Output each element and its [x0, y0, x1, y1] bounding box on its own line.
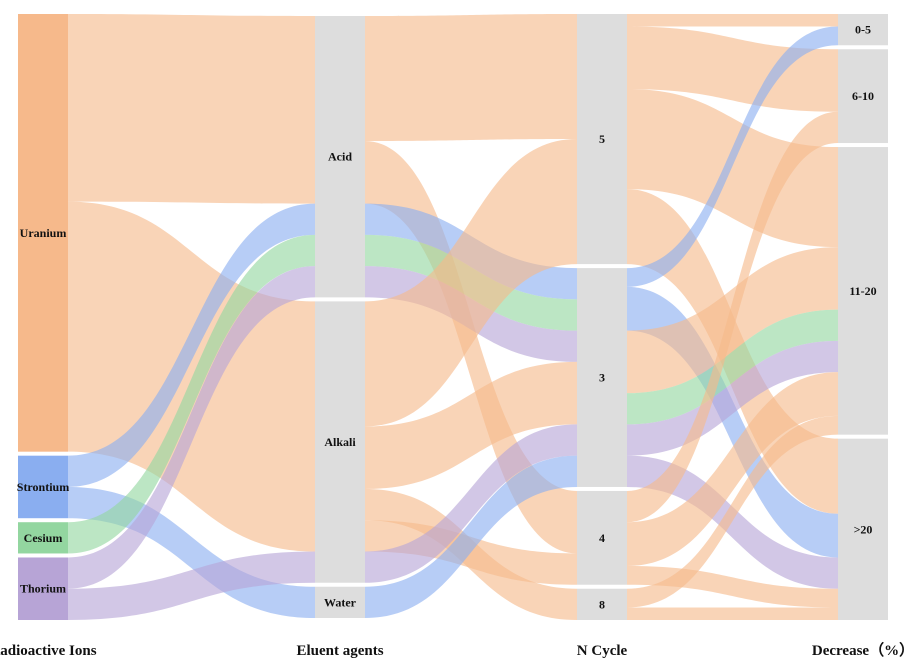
- flow-c3-to-d20-thorium: [627, 455, 838, 589]
- sankey-node-labels: Uranium Strontium Cesium Thorium Acid Alkali W…: [17, 23, 877, 612]
- flow-alkali-to-c3-thorium: [365, 424, 577, 583]
- node-c8: [577, 588, 627, 620]
- node-uranium: [18, 14, 68, 452]
- node-label-acid: Acid: [328, 150, 352, 164]
- flow-alkali-to-c3-uranium: [365, 361, 577, 489]
- sankey-nodes: [18, 14, 888, 620]
- node-acid: [315, 16, 365, 298]
- flow-thorium-to-alkali-thorium: [68, 551, 315, 620]
- column-title-1: Eluent agents: [296, 643, 383, 659]
- node-label-c5: 5: [599, 132, 605, 146]
- flow-c3-to-d11_20-cesium: [627, 309, 838, 425]
- node-label-c8: 8: [599, 597, 605, 611]
- node-d11_20: [838, 147, 888, 435]
- node-c5: [577, 14, 627, 265]
- node-cesium: [18, 522, 68, 554]
- flow-c3-to-d0_5-strontium: [627, 26, 838, 287]
- node-d0_5: [838, 14, 888, 46]
- node-thorium: [18, 557, 68, 620]
- node-label-d11_20: 11-20: [849, 284, 876, 298]
- node-label-strontium: Strontium: [17, 480, 69, 494]
- node-label-uranium: Uranium: [20, 226, 67, 240]
- node-strontium: [18, 455, 68, 519]
- column-title-2: N Cycle: [577, 643, 628, 659]
- node-label-d20: >20: [854, 522, 873, 536]
- node-label-water: Water: [324, 595, 357, 609]
- flow-acid-to-c4-uranium: [365, 141, 577, 554]
- flow-thorium-to-acid-thorium: [68, 266, 315, 589]
- flow-c3-to-d11_20-thorium: [627, 340, 838, 456]
- node-label-cesium: Cesium: [24, 531, 63, 545]
- node-c4: [577, 490, 627, 585]
- node-label-c4: 4: [599, 531, 605, 545]
- flow-uranium-to-acid-uranium: [68, 14, 315, 204]
- flow-c5-to-d11_20-uranium: [627, 89, 838, 248]
- flow-water-to-c3-strontium: [365, 455, 577, 618]
- flow-uranium-to-alkali-uranium: [68, 201, 315, 552]
- node-d20: [838, 438, 888, 620]
- node-c3: [577, 268, 627, 487]
- column-title-0: Radioactive Ions: [0, 643, 97, 659]
- column-title-3: Decrease（%）: [812, 641, 914, 659]
- node-alkali: [315, 301, 365, 583]
- flow-c5-to-d0_5-uranium: [627, 14, 838, 27]
- flow-alkali-to-c5-uranium: [365, 139, 577, 427]
- flow-c8-to-d20-uranium: [627, 607, 838, 620]
- flow-acid-to-c5-uranium: [365, 14, 577, 142]
- column-titles: Radioactive Ions Eluent agents N Cycle Decr…: [0, 641, 914, 659]
- node-water: [315, 586, 365, 618]
- flow-c4-to-d11_20-uranium: [627, 372, 838, 566]
- sankey-links: [68, 14, 838, 620]
- flow-c8-to-d11_20-uranium: [627, 415, 838, 608]
- flow-c5-to-d6_10-uranium: [627, 26, 838, 112]
- flow-cesium-to-acid-cesium: [68, 234, 315, 554]
- node-d6_10: [838, 49, 888, 144]
- flow-c4-to-d6_10-uranium: [627, 111, 838, 523]
- node-label-alkali: Alkali: [324, 435, 356, 449]
- node-label-d6_10: 6-10: [852, 89, 874, 103]
- node-label-d0_5: 0-5: [855, 23, 871, 37]
- flow-strontium-to-acid-strontium: [68, 203, 315, 487]
- node-label-thorium: Thorium: [20, 582, 66, 596]
- node-label-c3: 3: [599, 371, 605, 385]
